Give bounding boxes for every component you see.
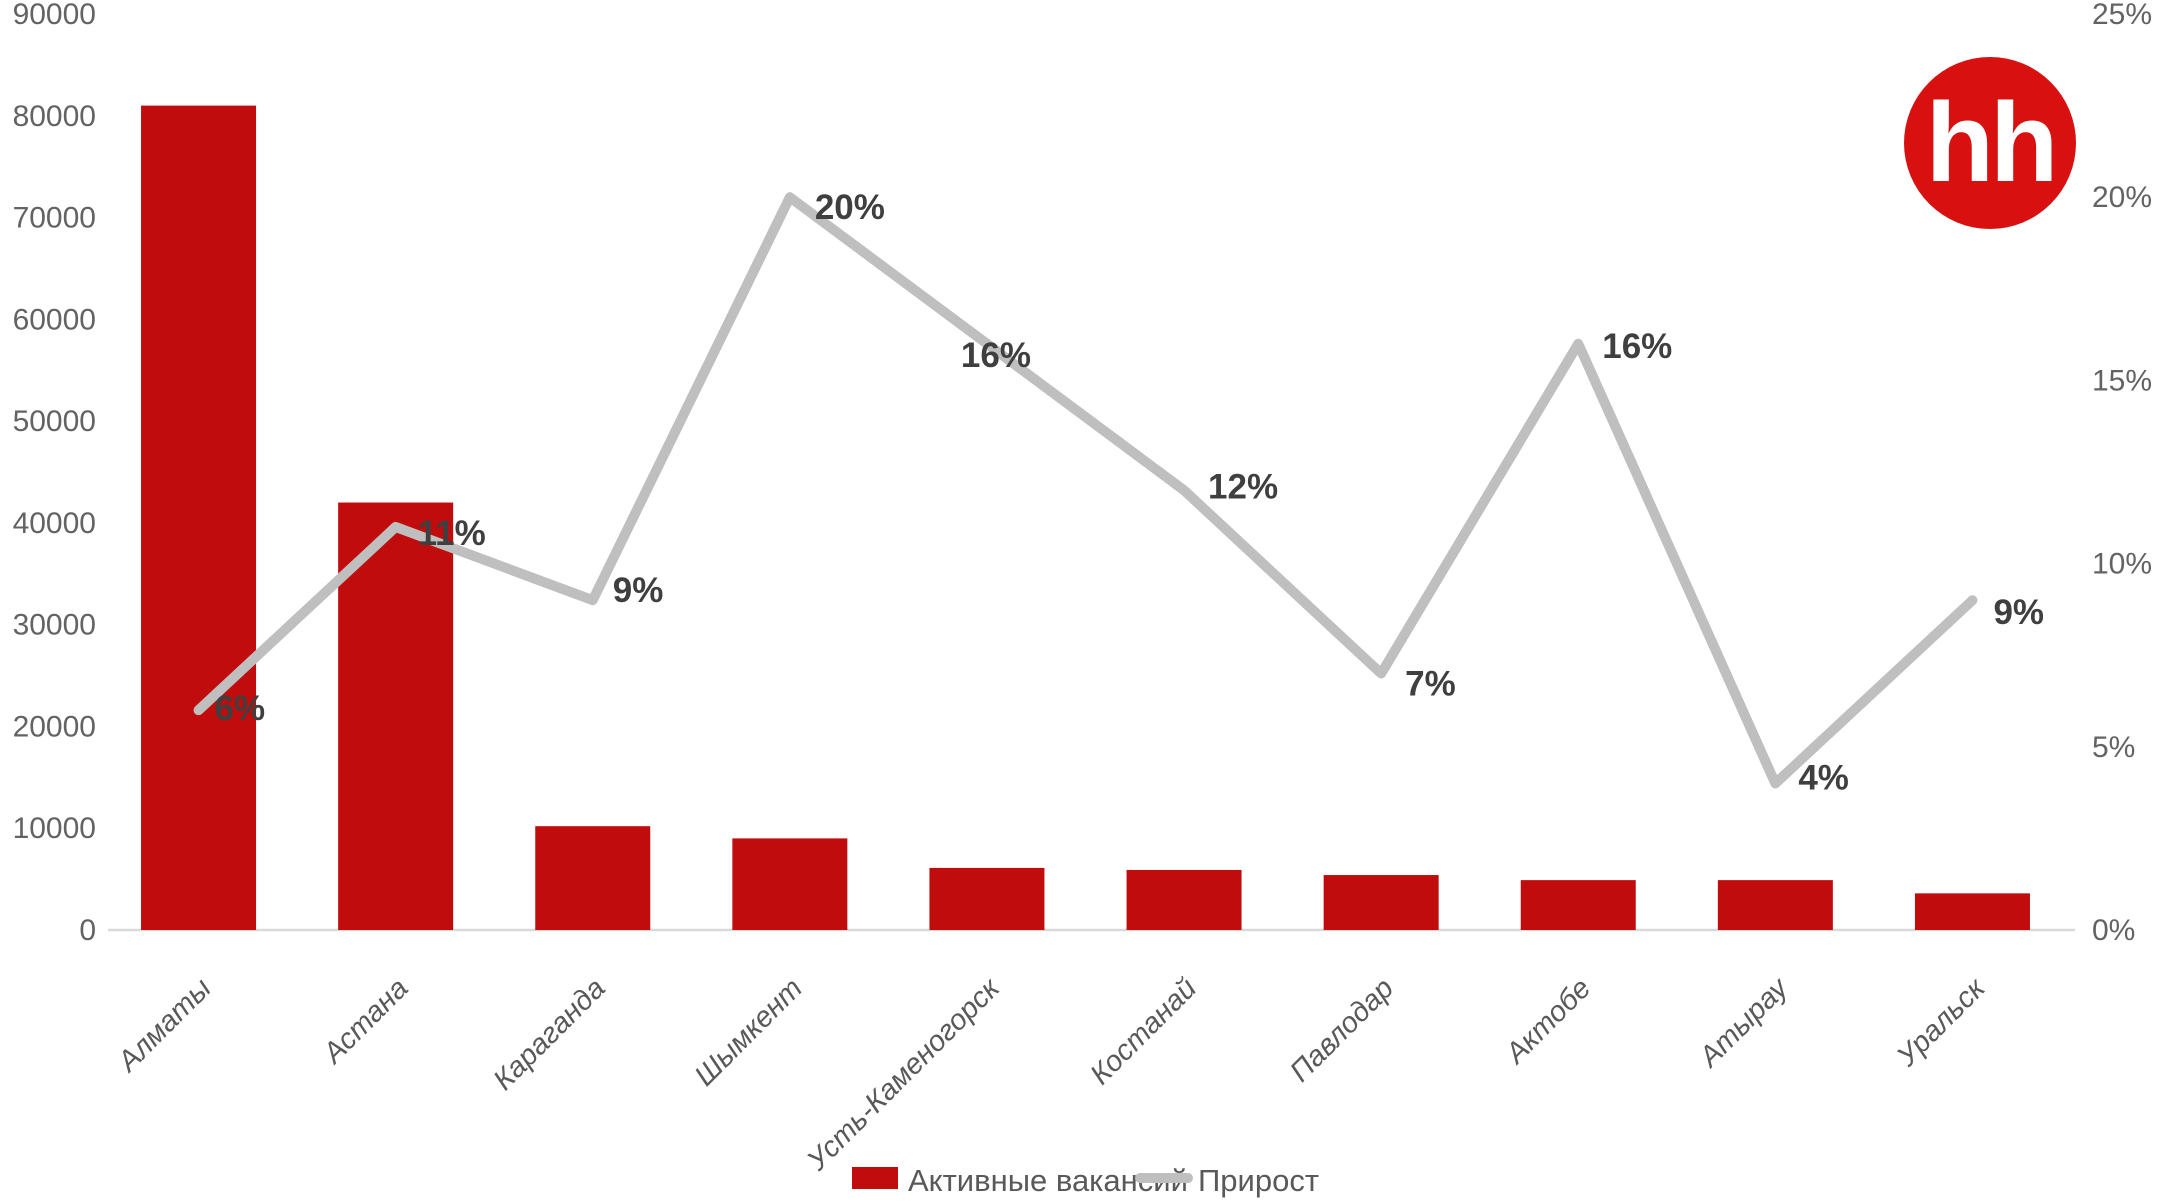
vacancies-bar <box>141 105 257 931</box>
category-label: Шымкент <box>689 972 809 1092</box>
category-label: Атырау <box>1692 971 1795 1074</box>
bar-swatch-icon <box>852 1167 898 1189</box>
left-axis-tick-label: 30000 <box>13 609 96 642</box>
hh-logo-icon <box>1904 57 2076 229</box>
category-label: Усть-Каменогорск <box>801 971 1007 1177</box>
growth-data-label: 16% <box>961 336 1031 375</box>
vacancies-bar <box>732 838 848 930</box>
vacancies-bar <box>338 502 454 930</box>
growth-data-label: 9% <box>1993 593 2044 632</box>
growth-data-label: 16% <box>1602 327 1672 366</box>
growth-data-label: 11% <box>418 514 486 553</box>
left-axis-tick-label: 50000 <box>13 405 96 438</box>
hh-logo-text: hh <box>1926 80 2055 205</box>
category-label: Алматы <box>111 972 218 1079</box>
category-label: Актобе <box>1498 972 1597 1071</box>
vacancies-bar <box>929 867 1045 930</box>
right-axis-tick-label: 20% <box>2092 181 2152 214</box>
vacancies-bar <box>1126 869 1242 930</box>
growth-data-label: 12% <box>1208 467 1278 506</box>
category-label: Павлодар <box>1284 972 1400 1088</box>
vacancies-bar <box>1717 880 1833 930</box>
left-axis-tick-label: 40000 <box>13 507 96 540</box>
growth-data-label: 4% <box>1798 758 1849 797</box>
legend-item-growth: Прирост <box>1198 1163 1319 1198</box>
vacancies-bar <box>1520 880 1636 930</box>
left-axis-tick-label: 60000 <box>13 303 96 336</box>
category-label: Астана <box>316 972 415 1071</box>
category-label: Караганда <box>487 972 611 1096</box>
left-axis-tick-label: 0 <box>79 914 96 947</box>
right-axis-tick-label: 5% <box>2092 731 2135 764</box>
growth-data-label: 9% <box>613 571 664 610</box>
left-axis-tick-label: 10000 <box>13 812 96 845</box>
right-axis-tick-label: 25% <box>2092 0 2152 31</box>
growth-data-label: 6% <box>215 689 266 728</box>
category-label: Уральск <box>1890 971 1992 1073</box>
right-axis-tick-label: 15% <box>2092 364 2152 397</box>
left-axis-tick-label: 20000 <box>13 710 96 743</box>
growth-data-label: 7% <box>1405 665 1456 704</box>
left-axis-tick-label: 90000 <box>13 0 96 31</box>
vacancies-bar <box>1914 893 2030 930</box>
right-axis-tick-label: 0% <box>2092 914 2135 947</box>
growth-data-label: 20% <box>815 188 885 227</box>
growth-line <box>193 192 1978 789</box>
right-axis-tick-label: 10% <box>2092 548 2152 581</box>
left-axis-tick-label: 70000 <box>13 202 96 235</box>
vacancies-bar <box>535 826 651 930</box>
vacancies-bar <box>1323 875 1439 930</box>
category-label: Костанай <box>1084 972 1203 1091</box>
left-axis-tick-label: 80000 <box>13 100 96 133</box>
